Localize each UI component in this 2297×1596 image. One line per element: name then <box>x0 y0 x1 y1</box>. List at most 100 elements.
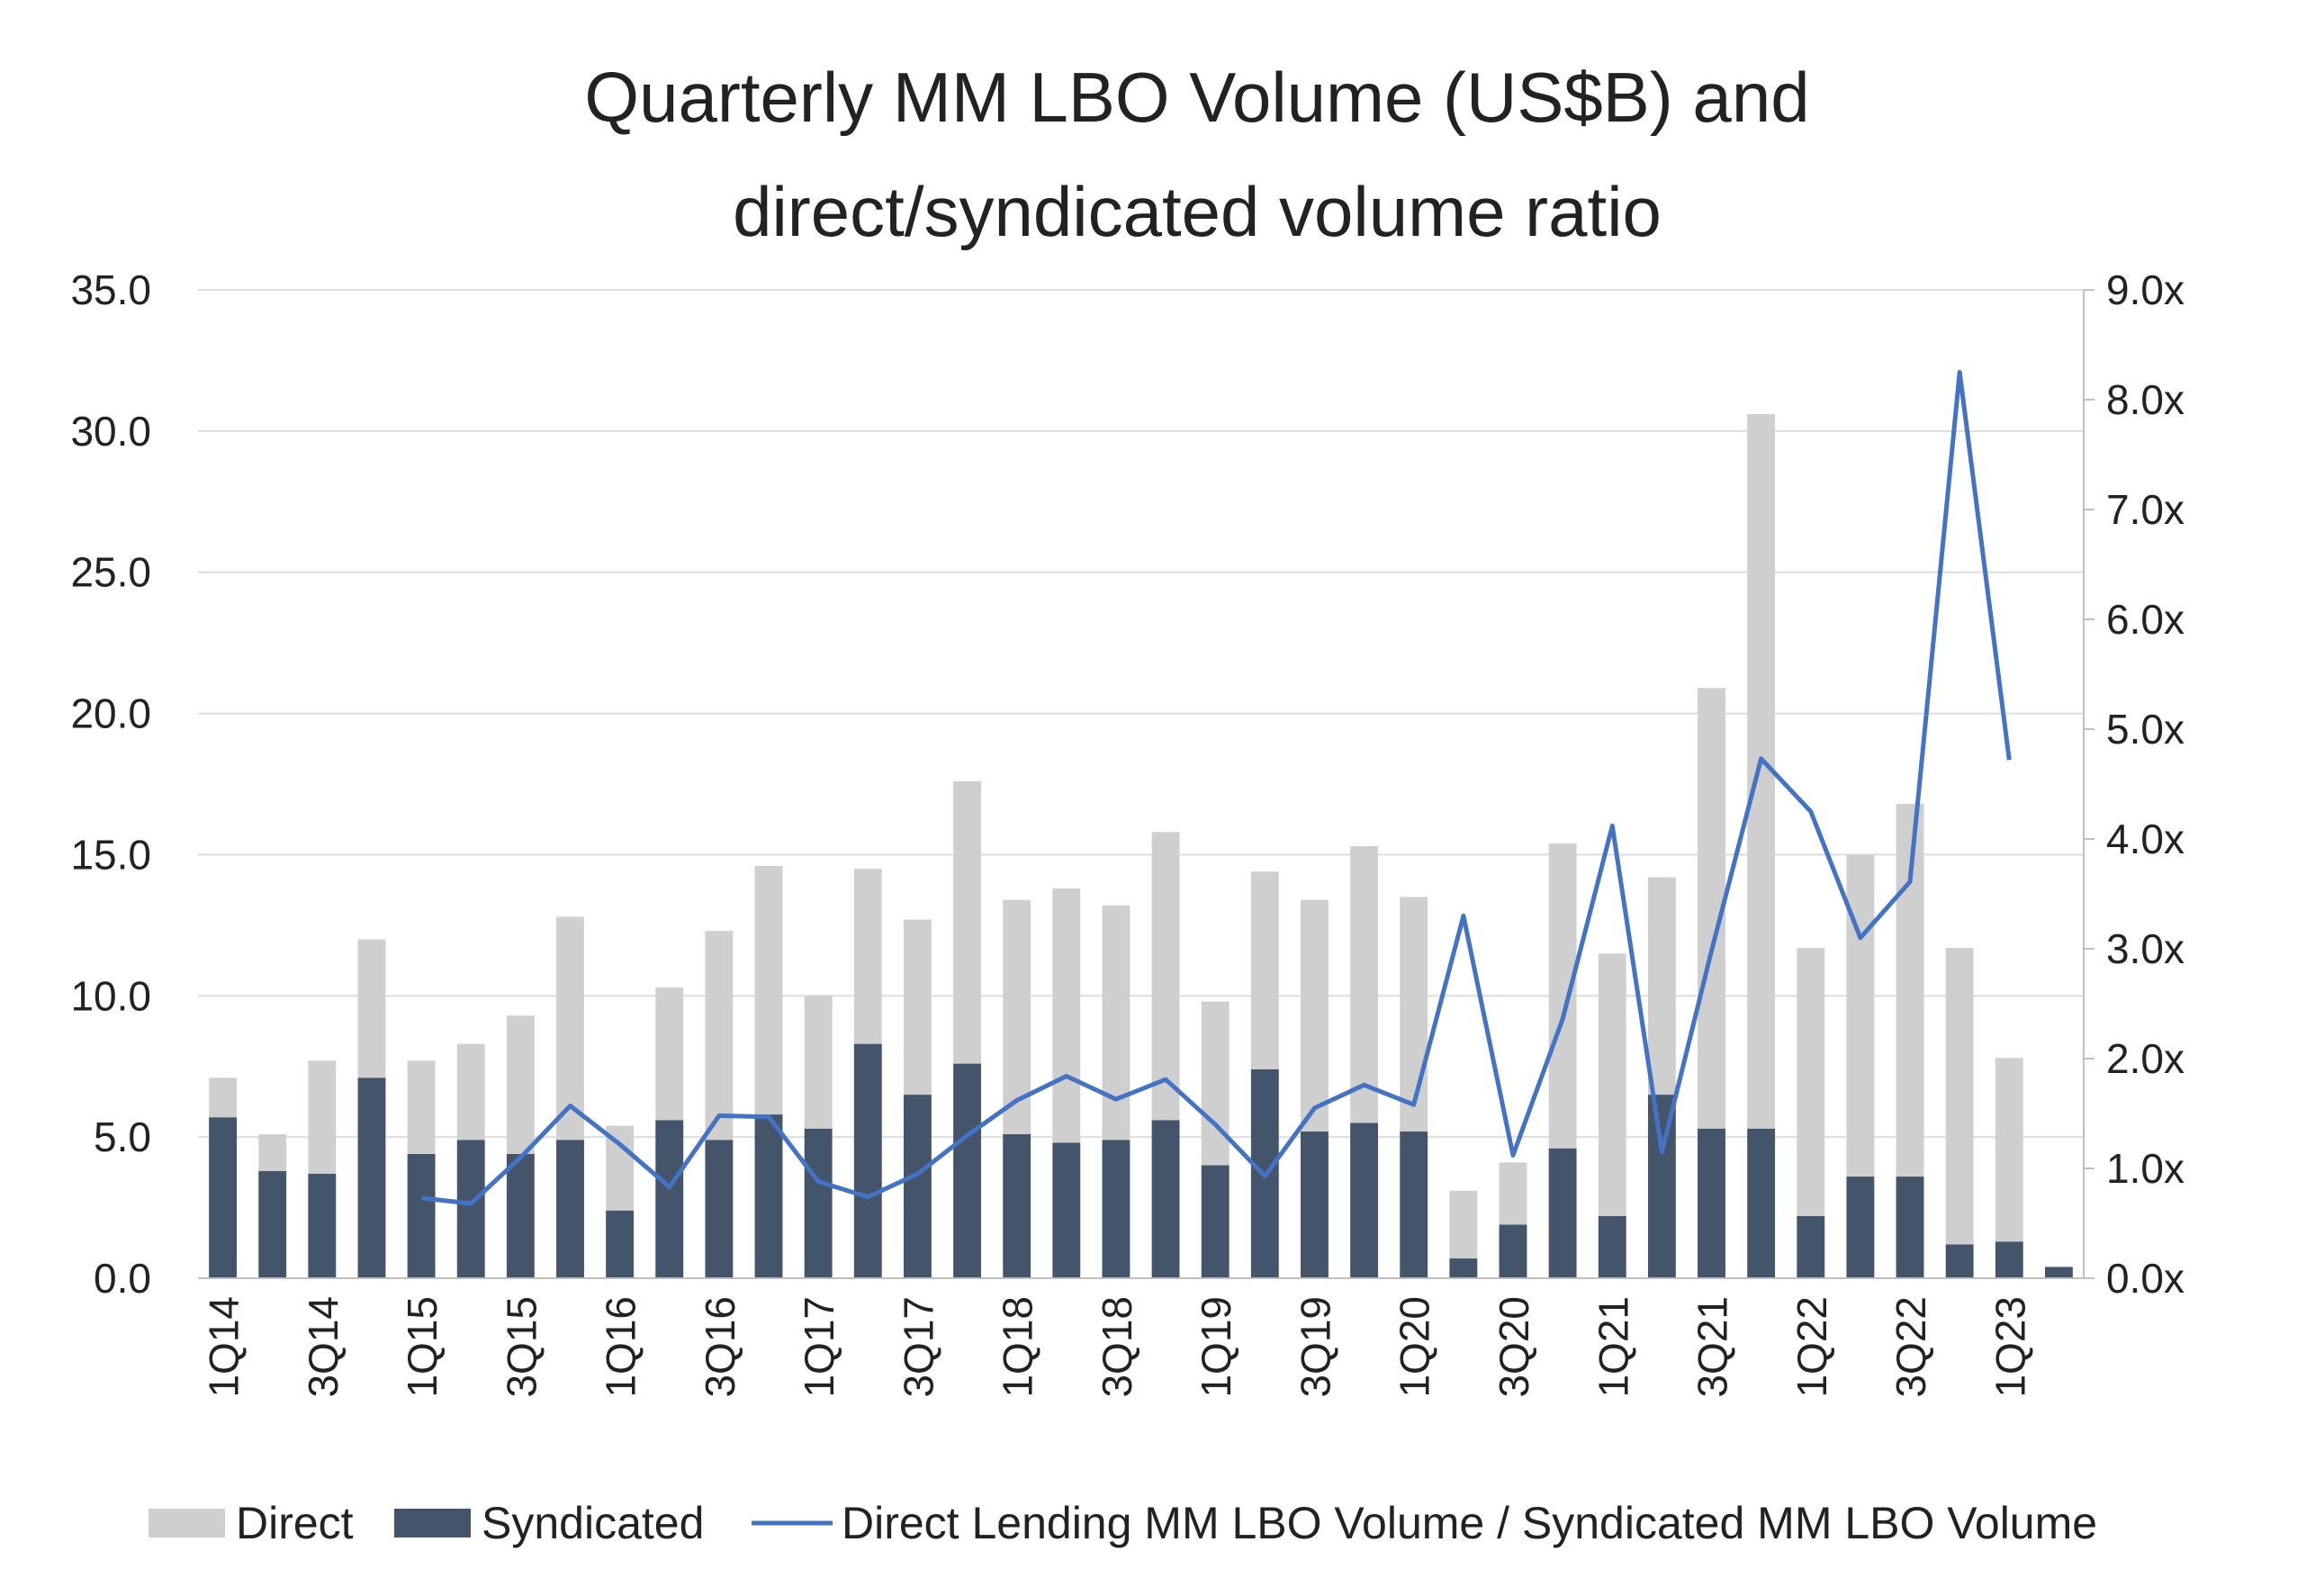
y-right-tick-label: 8.0x <box>2106 376 2184 423</box>
legend-label-direct: Direct <box>236 1498 354 1548</box>
x-tick-label: 1Q22 <box>1788 1296 1835 1398</box>
bar-syndicated <box>2044 1267 2073 1278</box>
bar-direct <box>1995 1058 2023 1242</box>
bar-syndicated <box>258 1170 287 1278</box>
x-tick-label: 3Q19 <box>1292 1296 1338 1398</box>
y-left-tick-label: 10.0 <box>70 972 151 1019</box>
bar-direct <box>1846 854 1875 1177</box>
bar-syndicated <box>953 1063 981 1278</box>
y-right-tick-label: 1.0x <box>2106 1145 2184 1192</box>
bar-direct <box>1102 905 1130 1141</box>
bar-syndicated <box>1797 1215 1825 1278</box>
legend-swatch-direct <box>149 1509 225 1537</box>
bar-direct <box>506 1015 535 1154</box>
bar-syndicated <box>1449 1258 1478 1278</box>
bar-direct <box>1052 888 1081 1143</box>
bar-direct <box>1151 832 1180 1121</box>
bar-syndicated <box>705 1140 734 1278</box>
bar-direct <box>1797 947 1825 1216</box>
bar-syndicated <box>1151 1120 1180 1278</box>
bar-syndicated <box>506 1153 535 1278</box>
bar-syndicated <box>1499 1224 1527 1278</box>
y-left-tick-label: 15.0 <box>70 831 151 878</box>
x-tick-label: 1Q21 <box>1590 1296 1636 1398</box>
y-left-tick-label: 0.0 <box>94 1255 151 1302</box>
x-tick-label: 3Q14 <box>300 1296 347 1398</box>
bar-direct <box>556 916 584 1141</box>
bar-syndicated <box>606 1210 635 1278</box>
bar-direct <box>1598 953 1626 1216</box>
bar-direct <box>1945 947 1974 1245</box>
bar-direct <box>903 919 932 1096</box>
bar-syndicated <box>1846 1177 1875 1278</box>
x-tick-label: 1Q23 <box>1986 1296 2033 1398</box>
bar-direct <box>1449 1190 1478 1259</box>
y-right-tick-label: 4.0x <box>2106 816 2184 862</box>
bar-syndicated <box>1102 1140 1130 1278</box>
bar-syndicated <box>754 1114 783 1278</box>
bar-syndicated <box>903 1095 932 1278</box>
x-tick-label: 1Q19 <box>1193 1296 1239 1398</box>
bar-direct <box>1499 1162 1527 1225</box>
ratio-line <box>420 370 2012 1206</box>
bar-syndicated <box>407 1153 436 1278</box>
bars <box>209 414 2073 1278</box>
bar-direct <box>853 869 882 1044</box>
y-right-tick-label: 2.0x <box>2106 1035 2184 1082</box>
bar-direct <box>1201 1001 1230 1166</box>
y-right-tick-label: 9.0x <box>2106 266 2184 313</box>
bar-syndicated <box>1747 1128 1776 1278</box>
y-right-tick-label: 3.0x <box>2106 925 2184 972</box>
bar-direct <box>1350 846 1379 1123</box>
bar-syndicated <box>1598 1215 1626 1278</box>
bar-syndicated <box>456 1140 485 1278</box>
axes: 0.0 5.0 10.0 15.0 20.0 25.0 30.0 35.0 0.0x 1.0x 2.… <box>70 266 2184 1398</box>
bar-direct <box>1301 899 1329 1132</box>
gridlines <box>198 289 2084 1139</box>
bar-direct <box>1250 871 1279 1069</box>
x-tick-label: 1Q15 <box>399 1296 446 1398</box>
bar-direct <box>1548 843 1577 1149</box>
bar-syndicated <box>556 1140 584 1278</box>
bar-direct <box>754 865 783 1115</box>
bar-syndicated <box>853 1043 882 1278</box>
bar-syndicated <box>357 1078 386 1278</box>
bar-syndicated <box>308 1173 337 1278</box>
bar-direct <box>258 1134 287 1171</box>
bar-syndicated <box>804 1128 833 1278</box>
chart-title-line-2: direct/syndicated volume ratio <box>733 172 1662 251</box>
x-tick-label: 3Q17 <box>895 1296 941 1398</box>
x-tick-label: 3Q20 <box>1491 1296 1537 1398</box>
bar-direct <box>209 1078 238 1118</box>
y-right-tick-label: 5.0x <box>2106 706 2184 753</box>
bar-direct <box>953 780 981 1064</box>
bar-direct <box>357 939 386 1078</box>
legend-label-syndicated: Syndicated <box>482 1498 704 1548</box>
bar-syndicated <box>1201 1165 1230 1278</box>
x-tick-label: 3Q16 <box>697 1296 743 1398</box>
bar-syndicated <box>1301 1131 1329 1278</box>
y-left-tick-label: 35.0 <box>70 266 151 313</box>
bar-direct <box>308 1060 337 1174</box>
bar-direct <box>804 996 833 1129</box>
x-tick-label: 3Q15 <box>498 1296 545 1398</box>
y-right-tick-label: 0.0x <box>2106 1255 2184 1302</box>
y-right-tick-label: 6.0x <box>2106 596 2184 643</box>
ratio-line-path <box>420 370 2012 1206</box>
x-tick-label: 1Q16 <box>598 1296 644 1398</box>
x-tick-label: 1Q14 <box>201 1296 248 1398</box>
y-left-tick-label: 5.0 <box>94 1114 151 1160</box>
y-right-tick-label: 7.0x <box>2106 486 2184 533</box>
bar-syndicated <box>209 1117 238 1278</box>
legend: Direct Syndicated Direct Lending MM LBO … <box>149 1498 2097 1548</box>
x-tick-label: 3Q21 <box>1689 1296 1736 1398</box>
x-tick-label: 1Q20 <box>1392 1296 1438 1398</box>
chart-title: Quarterly MM LBO Volume (US$B) and direc… <box>584 58 1809 251</box>
x-tick-label: 1Q17 <box>796 1296 842 1398</box>
y-left-tick-label: 20.0 <box>70 690 151 737</box>
bar-syndicated <box>1548 1148 1577 1278</box>
legend-label-ratio: Direct Lending MM LBO Volume / Syndicate… <box>842 1498 2097 1548</box>
bar-direct <box>456 1043 485 1141</box>
y-left-tick-label: 30.0 <box>70 408 151 455</box>
